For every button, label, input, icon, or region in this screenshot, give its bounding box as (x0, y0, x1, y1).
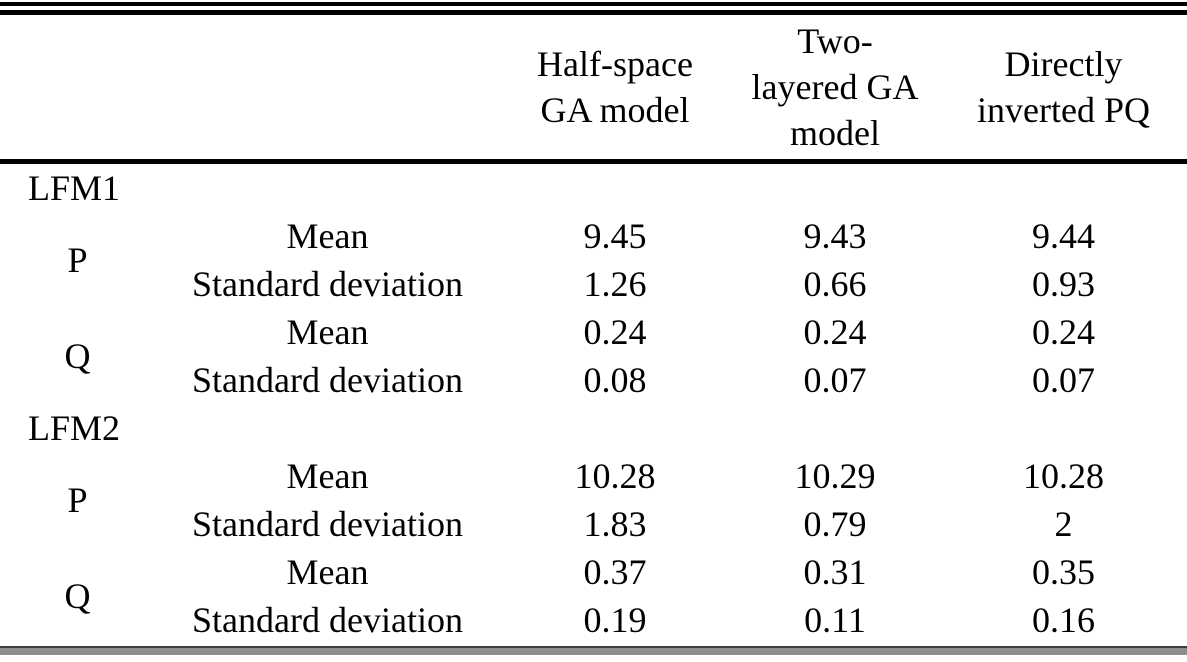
table-body: LFM1 P Mean 9.45 9.43 9.44 Standard devi… (0, 162, 1187, 645)
value-cell: 0.24 (803, 312, 867, 352)
data-row-lfm1-p-sd: Standard deviation 1.26 0.66 0.93 (0, 260, 1187, 308)
stat-label-mean: Mean (286, 216, 369, 256)
header-line: Half-space (537, 44, 693, 84)
value-cell: 0.35 (1032, 552, 1095, 592)
section-row-lfm2: LFM2 (0, 404, 1187, 452)
section-row-lfm1: LFM1 (0, 162, 1187, 213)
data-row-lfm2-q-mean: Q Mean 0.37 0.31 0.35 (0, 548, 1187, 614)
header-line: GA model (540, 90, 690, 130)
value-cell: 0.66 (803, 264, 867, 304)
top-rule-lower (0, 10, 1187, 15)
data-row-lfm1-p-mean: P Mean 9.45 9.43 9.44 (0, 212, 1187, 278)
header-half-space-ga-model: Half-space GA model (500, 15, 730, 164)
section-label-lfm1: LFM1 (28, 168, 121, 208)
value-cell: 10.29 (794, 456, 876, 496)
header-row: Half-space GA model Two- layered GA mode… (0, 15, 1187, 164)
top-rule-gap (0, 6, 1187, 10)
value-cell: 0.16 (1032, 600, 1095, 640)
data-row-lfm2-q-sd: Standard deviation 0.19 0.11 0.16 (0, 596, 1187, 644)
header-line: inverted PQ (977, 90, 1150, 130)
header-line: layered GA (751, 67, 919, 107)
value-cell: 0.37 (583, 552, 647, 592)
table-header: Half-space GA model Two- layered GA mode… (0, 15, 1187, 164)
value-cell: 10.28 (1023, 456, 1104, 496)
value-cell: 9.45 (583, 216, 647, 256)
data-row-lfm1-q-mean: Q Mean 0.24 0.24 0.24 (0, 308, 1187, 374)
section-label-lfm2: LFM2 (28, 408, 121, 448)
stat-label-standard-deviation: Standard deviation (192, 264, 463, 304)
value-cell: 0.79 (803, 504, 867, 544)
value-cell: 1.26 (583, 264, 647, 304)
value-cell: 0.24 (583, 312, 647, 352)
value-cell: 0.07 (1032, 360, 1095, 400)
data-row-lfm1-q-sd: Standard deviation 0.08 0.07 0.07 (0, 356, 1187, 404)
value-cell: 0.11 (804, 600, 866, 640)
param-label-p: P (67, 480, 88, 520)
stat-label-mean: Mean (286, 456, 369, 496)
param-label-q: Q (64, 336, 91, 376)
value-cell: 2 (1054, 504, 1073, 544)
top-rule-upper (0, 2, 1187, 6)
value-cell: 0.08 (583, 360, 647, 400)
bottom-rule-gray (0, 648, 1187, 655)
results-table: Half-space GA model Two- layered GA mode… (0, 15, 1187, 644)
value-cell: 0.31 (803, 552, 867, 592)
value-cell: 0.24 (1032, 312, 1095, 352)
param-label-q: Q (64, 576, 91, 616)
param-label-p: P (67, 240, 88, 280)
value-cell: 1.83 (583, 504, 647, 544)
stat-label-standard-deviation: Standard deviation (192, 504, 463, 544)
header-two-layered-ga-model: Two- layered GA model (730, 15, 940, 164)
data-row-lfm2-p-sd: Standard deviation 1.83 0.79 2 (0, 500, 1187, 548)
stat-label-standard-deviation: Standard deviation (192, 360, 463, 400)
value-cell: 0.93 (1032, 264, 1095, 304)
value-cell: 9.44 (1032, 216, 1095, 256)
header-line: Directly (1004, 44, 1123, 84)
header-directly-inverted-pq: Directly inverted PQ (940, 15, 1187, 164)
bottom-rule-dark (0, 646, 1187, 648)
stat-label-mean: Mean (286, 552, 369, 592)
stat-label-standard-deviation: Standard deviation (192, 600, 463, 640)
header-line: model (790, 113, 880, 153)
value-cell: 10.28 (574, 456, 656, 496)
value-cell: 9.43 (803, 216, 867, 256)
value-cell: 0.19 (583, 600, 647, 640)
stat-label-mean: Mean (286, 312, 369, 352)
data-row-lfm2-p-mean: P Mean 10.28 10.29 10.28 (0, 452, 1187, 518)
header-line: Two- (797, 21, 873, 61)
value-cell: 0.07 (803, 360, 867, 400)
header-empty-cell (0, 15, 500, 164)
